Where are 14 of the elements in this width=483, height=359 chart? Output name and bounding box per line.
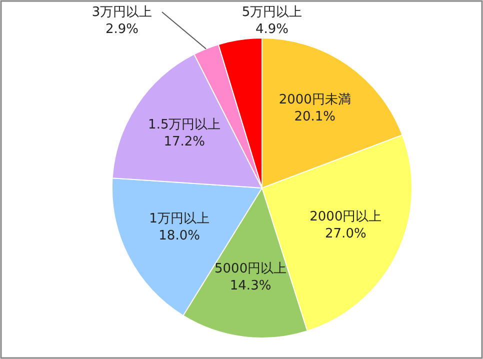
slice-label: 2000円未満 [278, 92, 351, 108]
data-label: 27.0% [325, 226, 366, 242]
data-label: 14.3% [230, 278, 272, 294]
data-label: 20.1% [294, 110, 336, 124]
slice-label: 1.5万円以上 [148, 118, 221, 133]
slice-label: 1万円以上 [149, 212, 210, 227]
slice-label: 3万円以上 [92, 5, 152, 20]
slice-label: 2000円以上 [310, 210, 382, 225]
data-label: 17.2% [164, 134, 206, 150]
data-label: 2.9% [105, 22, 139, 37]
slice-label: 5万円以上 [242, 5, 302, 20]
data-label: 18.0% [158, 228, 200, 244]
data-label: 4.9% [255, 22, 289, 37]
slice-label: 5000円以上 [214, 261, 287, 276]
